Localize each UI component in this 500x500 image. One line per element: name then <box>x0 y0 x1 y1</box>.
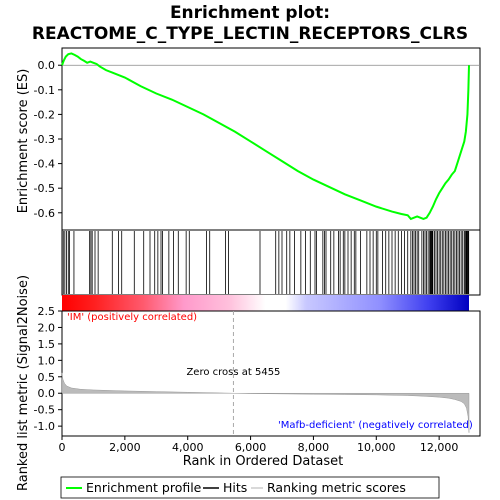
metric-y-axis: 2.5 2.0 1.5 1.0 0.5 0.0 -0.5 -1.0 <box>34 305 62 433</box>
metric-y-tick-label: 0.0 <box>38 387 56 400</box>
x-tick-label: 6,000 <box>235 441 267 454</box>
es-y-tick-label: -0.2 <box>34 108 55 121</box>
es-y-tick-label: -0.1 <box>34 84 55 97</box>
metric-y-tick-label: 1.5 <box>38 338 56 351</box>
metric-y-tick-label: -0.5 <box>34 404 55 417</box>
positive-correlation-label: 'IM' (positively correlated) <box>67 312 197 323</box>
es-y-axis-label: Enrichment score (ES) <box>16 69 31 214</box>
x-axis: 0 2,000 4,000 6,000 8,000 10,000 12,000 <box>59 436 459 454</box>
chart-title-line1: Enrichment plot: <box>170 3 330 23</box>
metric-panel: 2.5 2.0 1.5 1.0 0.5 0.0 -0.5 -1.0 0 2,000 4,000 6,… <box>34 305 481 454</box>
metric-y-tick-label: 2.5 <box>38 305 56 318</box>
es-plot-frame <box>61 47 481 231</box>
hits-frame <box>61 229 481 296</box>
metric-y-tick-label: 1.0 <box>38 354 56 367</box>
metric-plot-frame <box>61 310 481 437</box>
x-tick-label: 0 <box>59 441 66 454</box>
x-tick-label: 2,000 <box>109 441 141 454</box>
metric-y-axis-label: Ranked list metric (Signal2Noise) <box>16 275 31 491</box>
legend-label-hits: Hits <box>223 480 247 495</box>
x-tick-label: 10,000 <box>357 441 396 454</box>
metric-y-tick-label: -1.0 <box>34 420 55 433</box>
metric-y-tick-label: 2.0 <box>38 321 56 334</box>
es-y-tick-label: -0.5 <box>34 182 55 195</box>
x-axis-label: Rank in Ordered Dataset <box>183 454 344 469</box>
rank-color-bar <box>62 295 469 311</box>
es-y-tick-label: -0.4 <box>34 158 55 171</box>
metric-y-tick-label: 0.5 <box>38 371 56 384</box>
es-y-axis: 0.0 -0.1 -0.2 -0.3 -0.4 -0.5 -0.6 <box>34 59 62 220</box>
x-tick-label: 8,000 <box>298 441 330 454</box>
zero-cross-label: Zero cross at 5455 <box>186 367 280 378</box>
legend: Enrichment profile Hits Ranking metric s… <box>60 476 440 499</box>
es-panel: 0.0 -0.1 -0.2 -0.3 -0.4 -0.5 -0.6 <box>34 47 481 231</box>
x-tick-label: 12,000 <box>420 441 459 454</box>
x-tick-label: 4,000 <box>172 441 204 454</box>
legend-frame <box>60 476 440 499</box>
es-y-tick-label: -0.3 <box>34 133 55 146</box>
es-y-tick-label: -0.6 <box>34 207 55 220</box>
legend-label-metric: Ranking metric scores <box>267 480 406 495</box>
ranking-metric-area <box>61 372 470 433</box>
chart-title-line2: REACTOME_C_TYPE_LECTIN_RECEPTORS_CLRS <box>32 24 468 44</box>
hits-panel <box>61 229 481 296</box>
negative-correlation-label: 'Mafb-deficient' (negatively correlated) <box>278 420 473 431</box>
es-y-tick-label: 0.0 <box>38 59 56 72</box>
hits-group <box>62 231 470 294</box>
enrichment-profile-line <box>61 52 470 221</box>
legend-label-enrichment: Enrichment profile <box>86 480 202 495</box>
